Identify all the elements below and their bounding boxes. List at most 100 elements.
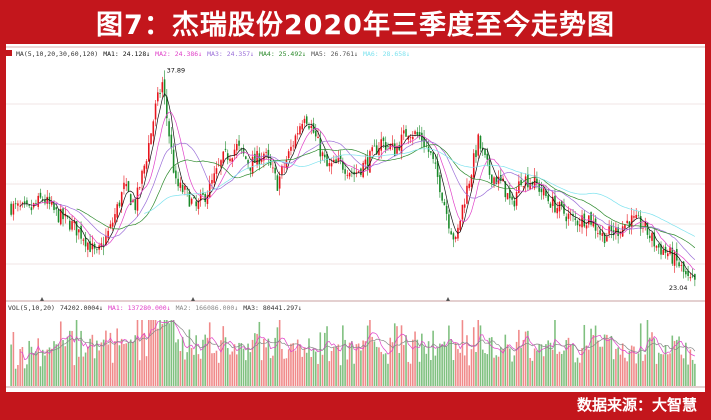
candle-body xyxy=(511,196,513,200)
volume-bar xyxy=(303,347,306,386)
volume-bar xyxy=(41,349,44,386)
candle-body xyxy=(642,227,644,229)
candle-body xyxy=(312,123,315,133)
candle-body xyxy=(199,194,202,201)
volume-bar xyxy=(574,362,577,386)
candle-body xyxy=(637,215,640,217)
volume-bar xyxy=(362,340,364,386)
volume-bar xyxy=(157,328,159,386)
candle-body xyxy=(509,189,511,199)
volume-bar xyxy=(355,344,358,386)
volume-bar xyxy=(62,340,64,386)
volume-bar xyxy=(513,355,516,386)
candle-body xyxy=(186,188,188,190)
candle-body xyxy=(57,210,60,223)
volume-bar xyxy=(382,354,385,386)
candle-body xyxy=(46,196,49,204)
volume-bar xyxy=(644,354,647,386)
volume-bar xyxy=(138,360,141,386)
candle-body xyxy=(495,177,498,185)
candle-body xyxy=(418,132,421,137)
candle-body xyxy=(344,169,346,174)
candle-body xyxy=(565,216,568,222)
candle-body xyxy=(524,176,527,186)
candle-body xyxy=(630,215,633,227)
volume-bar xyxy=(497,356,500,386)
candle-body xyxy=(145,161,148,169)
volume-bar xyxy=(66,336,69,386)
volume-bar xyxy=(660,354,662,386)
candle-body xyxy=(355,172,358,173)
candle-body xyxy=(82,239,85,241)
candle-body xyxy=(599,230,601,235)
candle-body xyxy=(91,243,94,250)
candle-body xyxy=(116,204,118,218)
grid xyxy=(6,46,705,388)
volume-bar xyxy=(583,324,586,386)
candle-body xyxy=(500,175,502,181)
volume-bar xyxy=(484,353,486,386)
candle-body xyxy=(671,247,674,264)
candle-body xyxy=(328,163,331,167)
candle-body xyxy=(475,150,477,158)
candle-body xyxy=(477,134,480,156)
candle-body xyxy=(339,154,342,160)
candle-body xyxy=(554,195,556,213)
candle-body xyxy=(378,148,380,156)
volume-bar xyxy=(637,353,640,386)
candle-body xyxy=(37,195,39,207)
candle-body xyxy=(439,175,441,193)
volume-bar xyxy=(84,352,87,386)
volume-bar xyxy=(639,323,642,386)
candle-body xyxy=(434,162,437,164)
candle-body xyxy=(319,138,322,157)
volume-bar xyxy=(147,320,150,386)
volume-bar xyxy=(533,348,536,386)
candle-body xyxy=(556,208,559,214)
volume-bar xyxy=(380,351,382,386)
candle-body xyxy=(260,158,263,162)
candle-body xyxy=(274,167,276,174)
candle-body xyxy=(222,151,225,164)
candle-body xyxy=(233,149,236,156)
candle-body xyxy=(184,185,186,190)
price-legend-item: MA6: 28.658↓ xyxy=(363,50,410,58)
candle-body xyxy=(373,145,376,147)
volume-bar xyxy=(511,361,513,386)
volume-bar xyxy=(348,342,351,386)
price-legend: MA(5,10,20,30,60,120) MA1: 24.128↓ MA2: 24… xyxy=(16,50,410,58)
volume-bar xyxy=(454,342,457,386)
candle-body xyxy=(10,203,12,215)
volume-bar xyxy=(671,335,674,386)
volume-bar xyxy=(628,350,631,386)
candle-body xyxy=(443,201,446,206)
candle-body xyxy=(479,136,482,149)
price-legend-item: MA(5,10,20,30,60,120) xyxy=(16,50,98,58)
volume-bar xyxy=(642,360,644,386)
volume-bar xyxy=(57,343,60,386)
candle-body xyxy=(179,182,182,188)
volume-bar xyxy=(472,327,475,386)
candle-body xyxy=(678,262,680,267)
volume-bar xyxy=(597,340,599,386)
volume-bar xyxy=(551,349,554,386)
candle-body xyxy=(235,144,238,151)
candle-body xyxy=(445,205,448,214)
candle-body xyxy=(423,137,425,148)
candle-body xyxy=(348,172,351,177)
volume-bar xyxy=(290,343,292,386)
ma-line-30 xyxy=(76,144,696,249)
candle-body xyxy=(265,152,267,153)
volume-bar xyxy=(448,325,450,386)
candle-body xyxy=(123,182,125,190)
candle-body xyxy=(624,224,626,230)
volume-bar xyxy=(542,356,545,386)
volume-bar xyxy=(387,363,389,386)
volume-bar xyxy=(145,356,148,386)
volume-bar xyxy=(105,330,107,386)
volume-bar xyxy=(111,362,114,386)
volume-bar xyxy=(590,328,592,386)
volume-bar xyxy=(687,364,689,386)
candle-body xyxy=(132,200,134,202)
volume-bar xyxy=(87,346,89,386)
